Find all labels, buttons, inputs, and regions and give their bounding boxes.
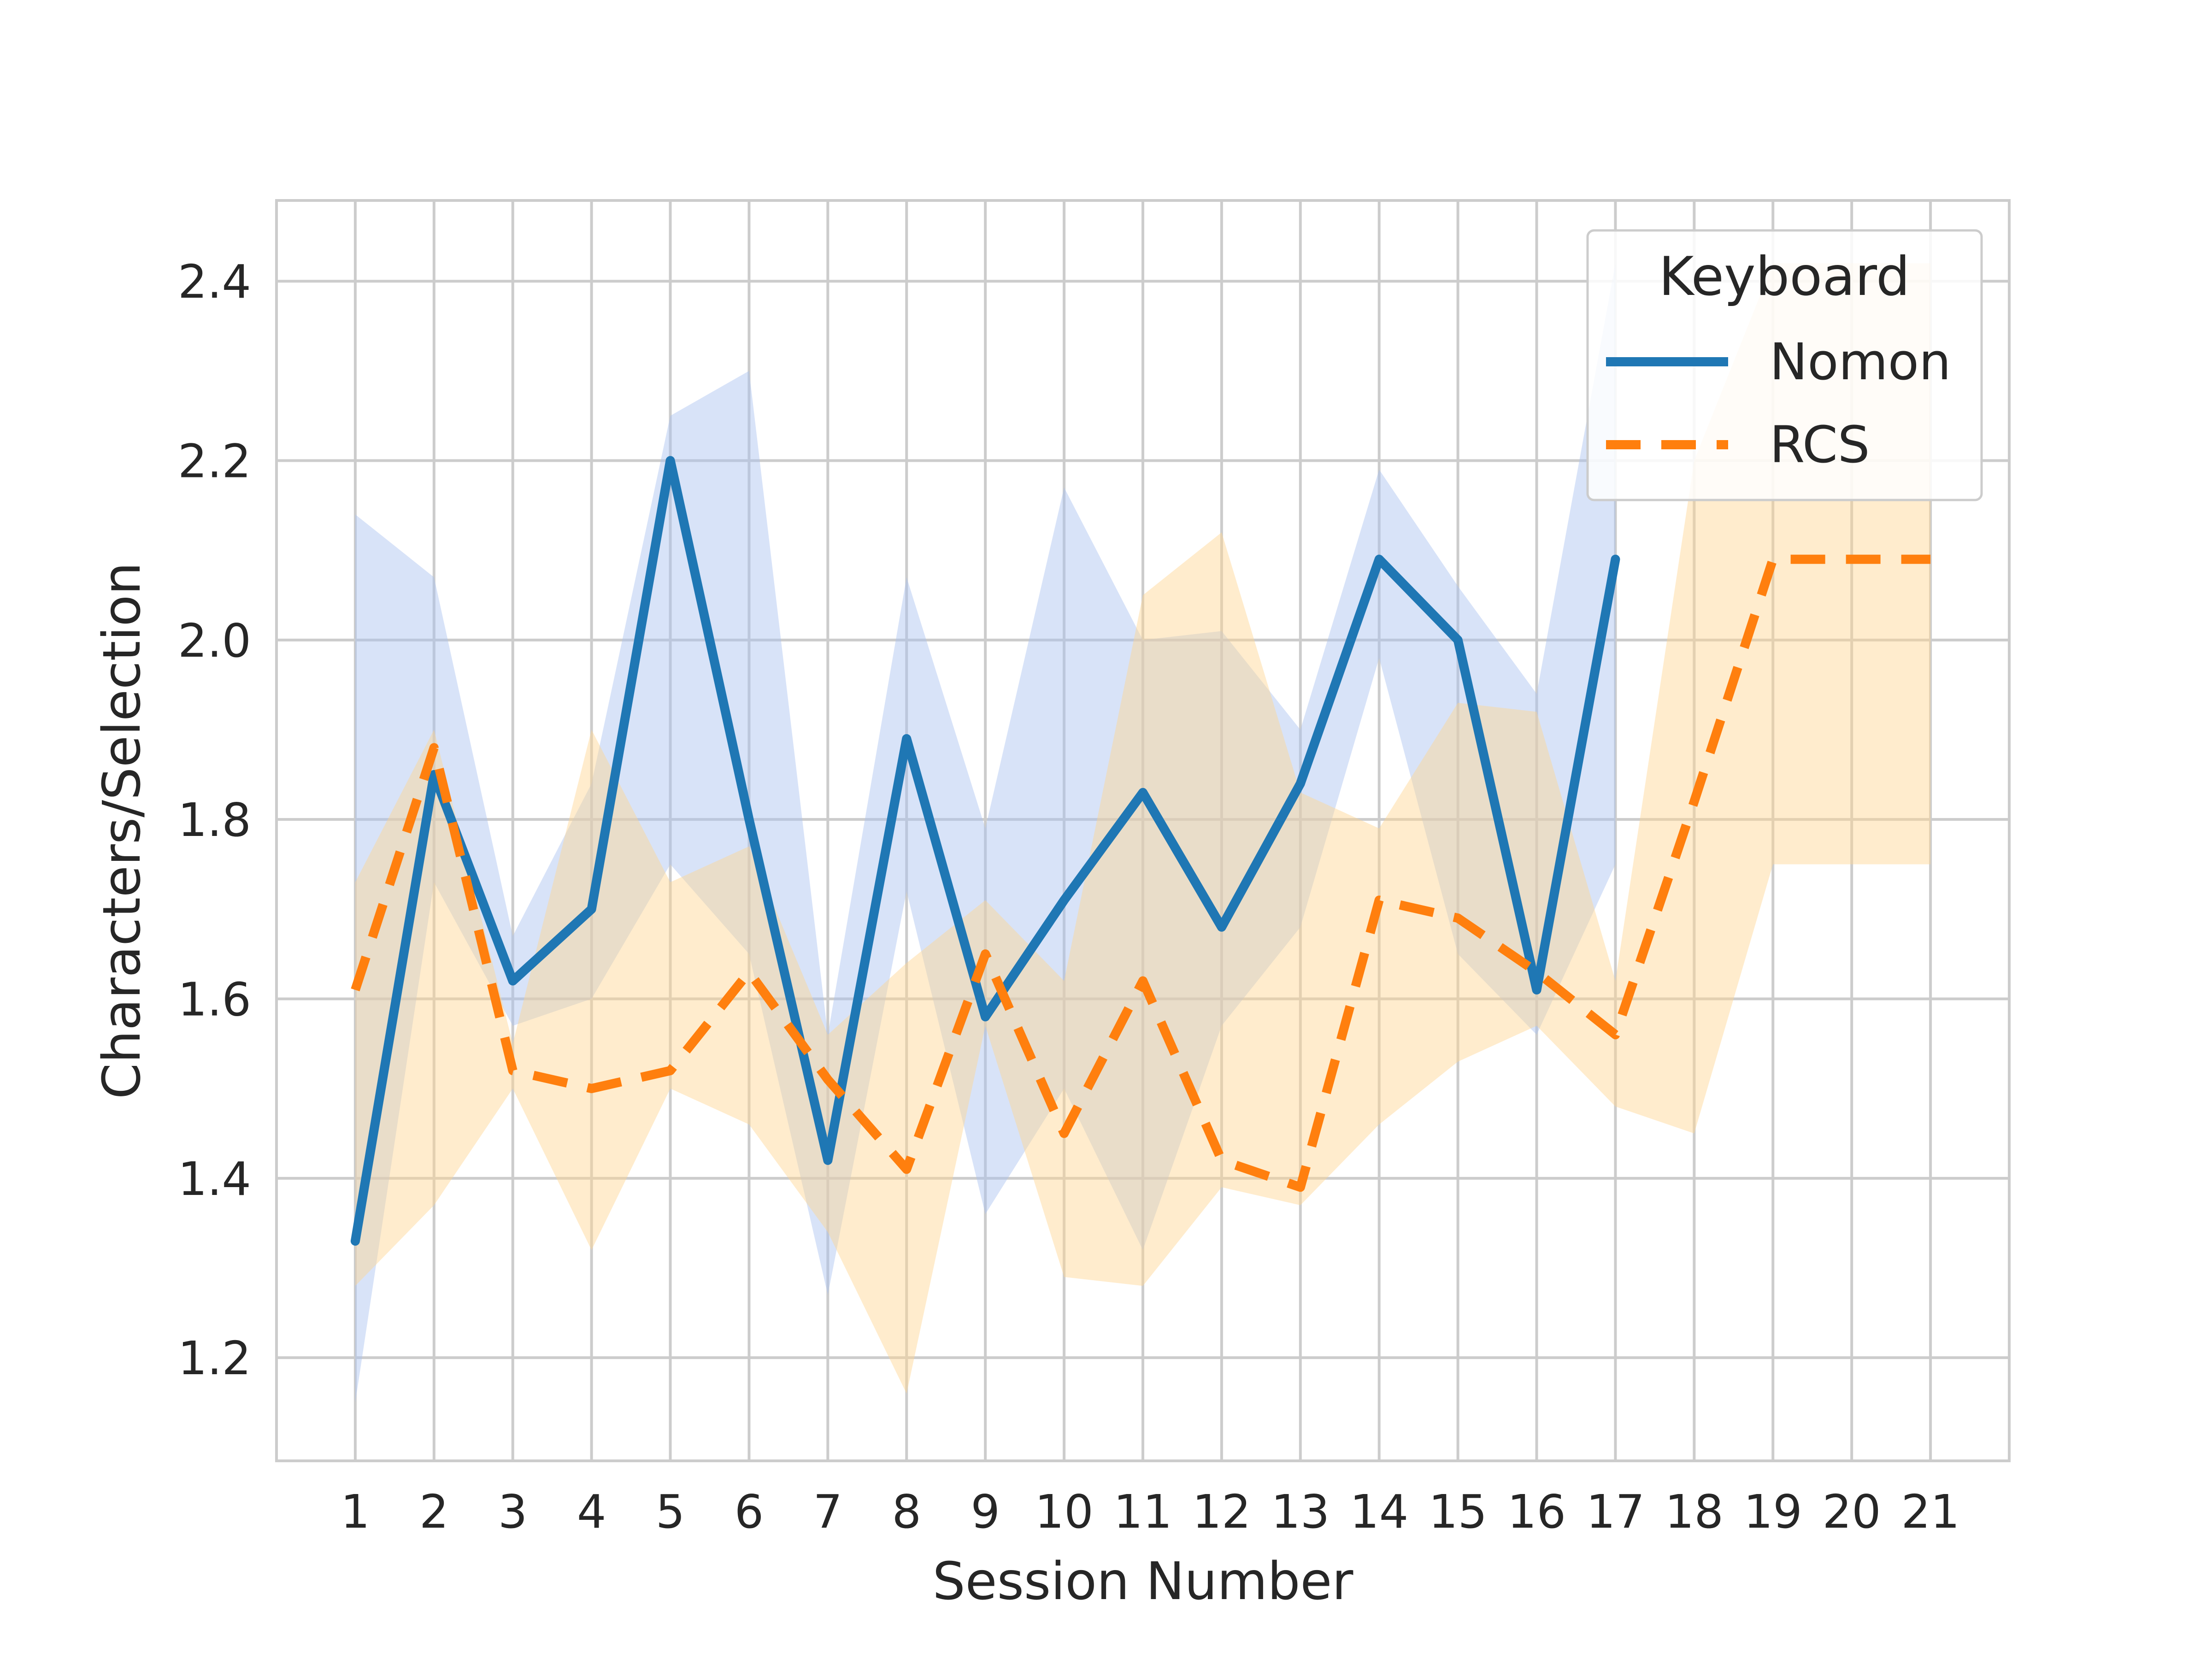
x-tick-label: 20 — [1823, 1485, 1881, 1539]
x-tick-label: 4 — [577, 1485, 606, 1539]
series-line-rcs — [351, 554, 1931, 1192]
x-axis-label: Session Number — [933, 1552, 1354, 1612]
series-line-nomon — [350, 456, 1620, 1246]
y-tick-label: 1.6 — [178, 972, 251, 1026]
plot-frame — [275, 199, 2011, 1462]
x-tick-label: 21 — [1901, 1485, 1959, 1539]
x-tick-label: 6 — [735, 1485, 764, 1539]
x-tick-label: 17 — [1586, 1485, 1645, 1539]
x-tick-label: 12 — [1192, 1485, 1251, 1539]
x-tick-label: 7 — [813, 1485, 843, 1539]
y-tick-labels: 1.2 1.4 1.6 1.8 2.0 2.2 2.4 — [178, 255, 251, 1385]
x-tick-label: 14 — [1350, 1485, 1408, 1539]
x-tick-label: 13 — [1271, 1485, 1330, 1539]
y-tick-label: 2.0 — [178, 614, 251, 668]
band-rcs — [355, 263, 1931, 1394]
x-tick-label: 18 — [1665, 1485, 1724, 1539]
x-tick-label: 19 — [1744, 1485, 1802, 1539]
x-tick-label: 1 — [341, 1485, 370, 1539]
legend-label-rcs: RCS — [1770, 415, 1870, 474]
y-tick-label: 1.2 — [178, 1331, 251, 1385]
legend-box — [1586, 229, 1983, 501]
x-tick-label: 9 — [971, 1485, 1000, 1539]
band-nomon — [355, 263, 1616, 1403]
x-tick-label: 5 — [656, 1485, 685, 1539]
y-tick-label: 2.2 — [178, 435, 251, 488]
series-lines — [350, 456, 1931, 1246]
y-tick-label: 1.4 — [178, 1152, 251, 1206]
x-tick-label: 2 — [419, 1485, 449, 1539]
x-tick-labels: 1 2 3 4 5 6 7 8 9 10 11 12 13 14 15 16 17 18 19 20 21 — [341, 1485, 1960, 1539]
legend-items: Nomon RCS — [1606, 332, 1951, 474]
y-tick-label: 1.8 — [178, 793, 251, 847]
y-axis-label: Characters/Selection — [92, 562, 152, 1099]
legend-title: Keyboard — [1659, 246, 1910, 308]
confidence-bands — [355, 263, 1931, 1403]
x-tick-label: 11 — [1113, 1485, 1172, 1539]
x-tick-label: 15 — [1429, 1485, 1487, 1539]
legend-label-nomon: Nomon — [1770, 332, 1951, 391]
x-tick-label: 8 — [892, 1485, 921, 1539]
x-tick-label: 3 — [498, 1485, 528, 1539]
legend: Keyboard Nomon RCS — [1586, 229, 1983, 501]
x-tick-label: 10 — [1035, 1485, 1093, 1539]
x-tick-label: 16 — [1507, 1485, 1566, 1539]
grid — [276, 200, 2009, 1461]
y-tick-label: 2.4 — [178, 255, 251, 309]
